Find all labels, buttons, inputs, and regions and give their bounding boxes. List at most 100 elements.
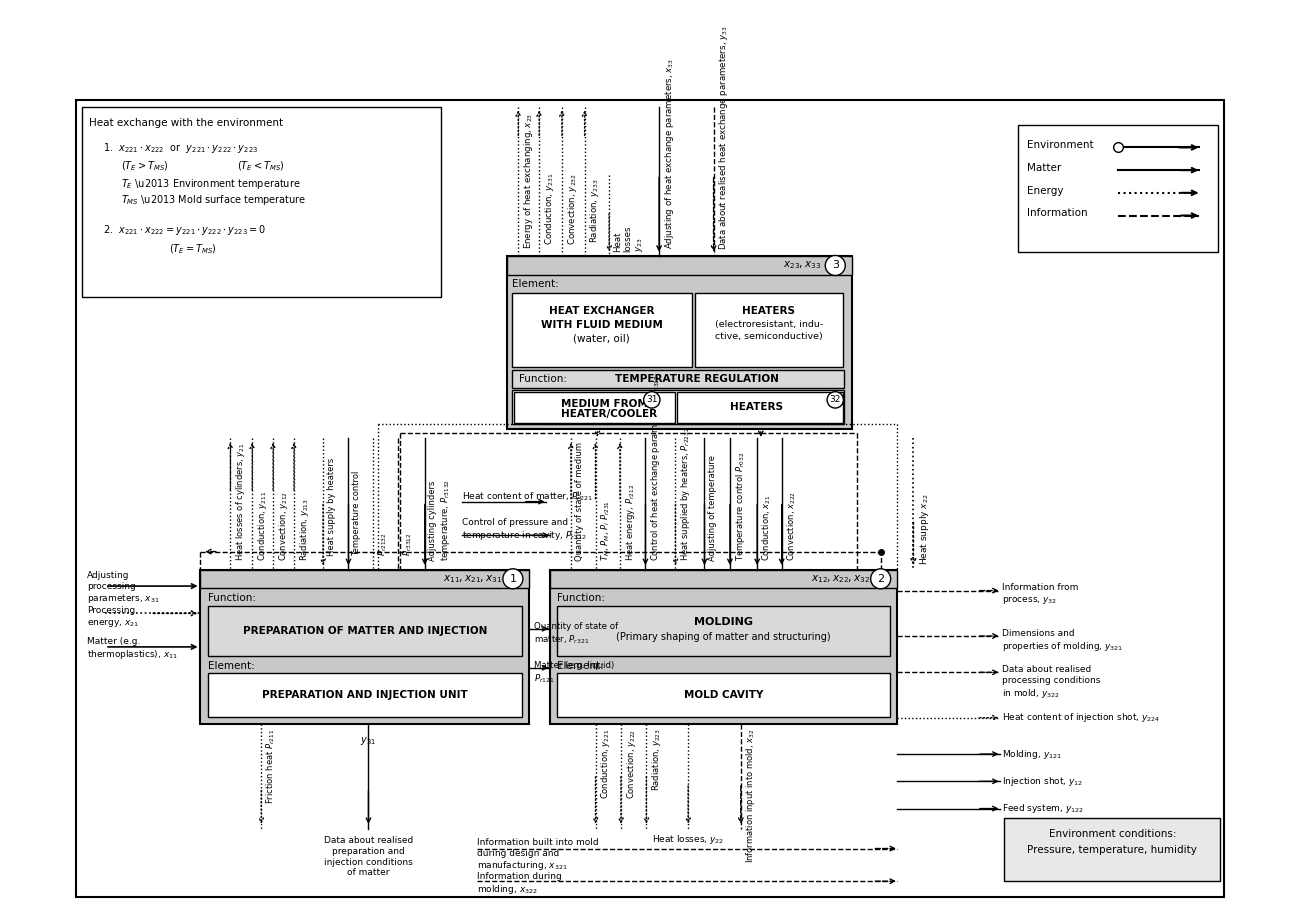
Text: matter, $P_{r321}$: matter, $P_{r321}$ (534, 634, 589, 645)
Text: in mold, $y_{322}$: in mold, $y_{322}$ (1002, 687, 1061, 700)
FancyBboxPatch shape (208, 606, 521, 656)
Text: $P_{r121}$: $P_{r121}$ (534, 672, 554, 685)
Text: 3: 3 (832, 260, 838, 270)
FancyBboxPatch shape (1004, 818, 1221, 881)
Text: Injection shot, $y_{12}$: Injection shot, $y_{12}$ (1002, 775, 1084, 788)
Text: HEATERS: HEATERS (742, 307, 796, 316)
Text: Heat supply $x_{22}$: Heat supply $x_{22}$ (918, 494, 931, 565)
Text: Adjusting cylinders
temperature, $P_{r3132}$: Adjusting cylinders temperature, $P_{r31… (429, 478, 452, 561)
Text: processing: processing (87, 582, 135, 591)
Text: Radiation, $y_{233}$: Radiation, $y_{233}$ (588, 178, 601, 243)
Text: PREPARATION OF MATTER AND INJECTION: PREPARATION OF MATTER AND INJECTION (243, 625, 488, 635)
Text: properties of molding, $y_{321}$: properties of molding, $y_{321}$ (1002, 640, 1124, 653)
Text: PREPARATION AND INJECTION UNIT: PREPARATION AND INJECTION UNIT (263, 690, 468, 700)
Text: $x_{11}, x_{21}, x_{31}$: $x_{11}, x_{21}, x_{31}$ (443, 572, 502, 584)
Text: Molding, $y_{121}$: Molding, $y_{121}$ (1002, 748, 1062, 761)
FancyBboxPatch shape (1018, 125, 1218, 252)
Text: (water, oil): (water, oil) (573, 333, 630, 343)
Text: MOLDING: MOLDING (694, 617, 753, 627)
Text: Data about realised: Data about realised (1002, 665, 1092, 674)
Text: Information during: Information during (477, 872, 562, 881)
Text: $T_E$ \u2013 Environment temperature: $T_E$ \u2013 Environment temperature (121, 177, 302, 192)
Text: Heat content of injection shot, $y_{224}$: Heat content of injection shot, $y_{224}… (1002, 711, 1161, 724)
Text: 2: 2 (878, 573, 884, 583)
Text: Function:: Function: (208, 593, 256, 603)
Text: Control of heat exchange parameters, $P_{r3312}$: Control of heat exchange parameters, $P_… (649, 374, 662, 561)
Text: Processing: Processing (87, 606, 135, 615)
Text: Matter (e.g. liquid): Matter (e.g. liquid) (534, 661, 614, 670)
Text: 2.  $x_{221} \cdot x_{222} = y_{221} \cdot y_{222} \cdot y_{223} = 0$: 2. $x_{221} \cdot x_{222} = y_{221} \cdo… (103, 223, 266, 236)
Text: Heat losses, $y_{22}$: Heat losses, $y_{22}$ (653, 833, 724, 846)
Text: processing conditions: processing conditions (1002, 676, 1101, 685)
Text: during design and: during design and (477, 848, 560, 857)
Text: 1: 1 (510, 573, 516, 583)
Text: Environment: Environment (1027, 141, 1093, 150)
Text: parameters, $x_{31}$: parameters, $x_{31}$ (87, 593, 160, 605)
Text: Radiation, $y_{223}$: Radiation, $y_{223}$ (650, 729, 663, 792)
Text: HEAT EXCHANGER: HEAT EXCHANGER (549, 307, 655, 316)
Text: MEDIUM FROM: MEDIUM FROM (562, 398, 647, 408)
Text: $x_{12}, x_{22}, x_{32}$: $x_{12}, x_{22}, x_{32}$ (811, 572, 870, 584)
Text: Heat energy, $P_{r212}$: Heat energy, $P_{r212}$ (624, 483, 637, 561)
Text: 1.  $x_{221} \cdot x_{222}$  or  $y_{221} \cdot y_{222} \cdot y_{223}$: 1. $x_{221} \cdot x_{222}$ or $y_{221} \… (103, 141, 259, 155)
Text: Energy: Energy (1027, 185, 1063, 195)
Text: $(T_E = T_{MS})$: $(T_E = T_{MS})$ (169, 243, 216, 257)
Text: temperature in cavity, $P_{r312}$: temperature in cavity, $P_{r312}$ (462, 529, 588, 541)
Text: Energy of heat exchanging, $x_{23}$: Energy of heat exchanging, $x_{23}$ (521, 113, 534, 249)
Text: Adjusting of temperature: Adjusting of temperature (708, 455, 718, 561)
FancyBboxPatch shape (514, 392, 676, 423)
Text: Heat losses of cylinders, $y_{21}$: Heat losses of cylinders, $y_{21}$ (234, 442, 247, 561)
Text: (electroresistant, indu-: (electroresistant, indu- (715, 320, 823, 329)
Text: Function:: Function: (519, 374, 567, 384)
Text: 31: 31 (646, 395, 658, 404)
FancyBboxPatch shape (558, 673, 889, 717)
FancyBboxPatch shape (200, 570, 529, 588)
Text: process, $y_{32}$: process, $y_{32}$ (1002, 594, 1058, 606)
Text: Heat
losses
$y_{23}$: Heat losses $y_{23}$ (612, 226, 645, 252)
Circle shape (503, 569, 523, 589)
FancyBboxPatch shape (208, 673, 521, 717)
Text: Information built into mold: Information built into mold (477, 837, 599, 846)
Text: Convection, $x_{222}$: Convection, $x_{222}$ (785, 490, 798, 561)
Text: Conduction, $x_{21}$: Conduction, $x_{21}$ (760, 494, 774, 561)
Text: Convection, $y_{222}$: Convection, $y_{222}$ (624, 729, 637, 799)
Text: HEATERS: HEATERS (729, 402, 783, 412)
Text: $(T_E > T_{MS})$: $(T_E > T_{MS})$ (121, 159, 169, 173)
Text: Quantity of state of: Quantity of state of (534, 623, 618, 632)
Text: Element:: Element: (208, 660, 255, 670)
Text: Dimensions and: Dimensions and (1002, 629, 1075, 638)
Text: WITH FLUID MEDIUM: WITH FLUID MEDIUM (541, 320, 663, 330)
Text: Convection, $y_{212}$: Convection, $y_{212}$ (277, 490, 290, 561)
Text: ctive, semiconductive): ctive, semiconductive) (715, 331, 823, 341)
FancyBboxPatch shape (507, 257, 852, 429)
Text: preparation and: preparation and (332, 846, 404, 855)
Text: Friction heat $P_{r211}$: Friction heat $P_{r211}$ (265, 729, 277, 804)
Text: $x_{23}, x_{33}$: $x_{23}, x_{33}$ (783, 259, 820, 271)
Text: thermoplastics), $x_{11}$: thermoplastics), $x_{11}$ (87, 648, 178, 661)
Text: Matter: Matter (1027, 163, 1061, 173)
Text: (Primary shaping of matter and structuring): (Primary shaping of matter and structuri… (616, 632, 831, 642)
Text: Temperature control $P_{r032}$: Temperature control $P_{r032}$ (733, 451, 746, 561)
Text: Feed system, $y_{122}$: Feed system, $y_{122}$ (1002, 803, 1084, 815)
Text: of matter: of matter (347, 868, 390, 877)
Text: Convection, $y_{232}$: Convection, $y_{232}$ (566, 173, 578, 246)
Circle shape (871, 569, 890, 589)
Text: Information: Information (1027, 208, 1088, 218)
Text: Heat exchange with the environment: Heat exchange with the environment (88, 119, 283, 129)
Text: Conduction, $y_{221}$: Conduction, $y_{221}$ (599, 729, 612, 799)
Text: Information from: Information from (1002, 583, 1079, 593)
Text: Pressure, temperature, humidity: Pressure, temperature, humidity (1027, 845, 1197, 855)
Text: Quantity of state of medium: Quantity of state of medium (575, 442, 584, 561)
Text: injection conditions: injection conditions (324, 857, 413, 866)
Text: TEMPERATURE REGULATION: TEMPERATURE REGULATION (615, 374, 779, 384)
Text: Information input into mold, $x_{32}$: Information input into mold, $x_{32}$ (745, 729, 758, 863)
Text: Temperature control: Temperature control (352, 471, 361, 556)
Circle shape (644, 392, 660, 408)
Text: Element:: Element: (558, 660, 605, 670)
Text: Conduction, $y_{211}$: Conduction, $y_{211}$ (256, 490, 269, 561)
Text: MOLD CAVITY: MOLD CAVITY (684, 690, 763, 700)
Text: molding, $x_{322}$: molding, $x_{322}$ (477, 883, 538, 896)
FancyBboxPatch shape (200, 570, 529, 724)
FancyBboxPatch shape (507, 257, 852, 275)
FancyBboxPatch shape (677, 392, 842, 423)
